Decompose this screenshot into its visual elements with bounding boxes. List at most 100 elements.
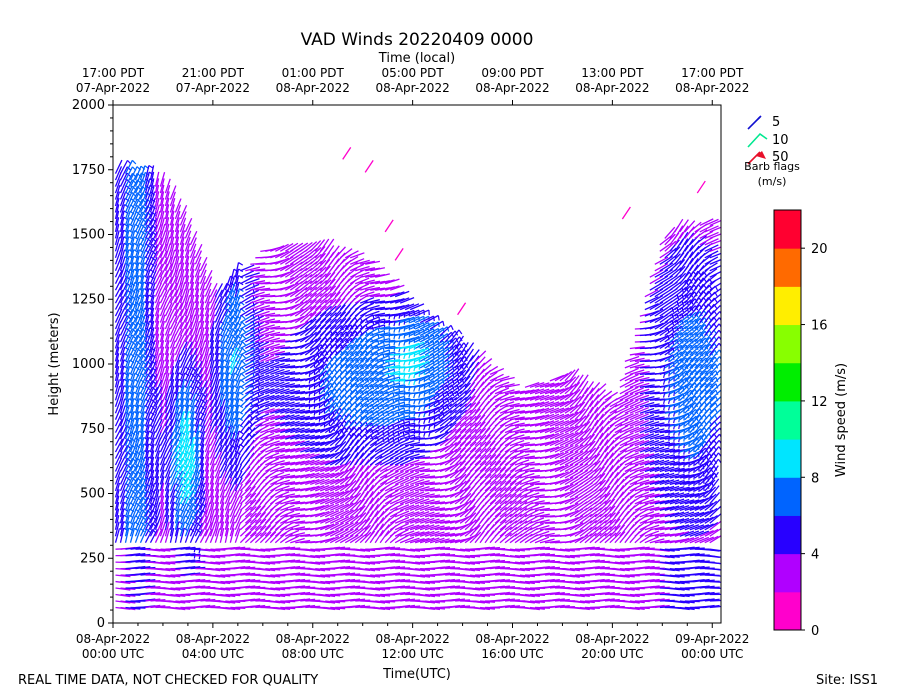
wind-barb-flag (241, 328, 247, 333)
wind-barb-1234 (209, 359, 215, 375)
wind-barb-202 (124, 166, 134, 181)
wind-barb-818 (174, 477, 183, 492)
wind-barb-427 (144, 450, 150, 466)
wind-barb-1420 (229, 431, 236, 446)
wind-barb-906 (179, 308, 188, 323)
wind-barb-601 (154, 191, 160, 207)
wind-barb-2372 (314, 318, 327, 330)
wind-barb-147 (124, 521, 130, 537)
wind-barb-712 (164, 327, 171, 343)
wind-barb-329 (134, 218, 143, 233)
wind-barb-1342 (219, 296, 228, 310)
wind-barb-687 (164, 489, 170, 505)
wind-barb-1205 (210, 561, 226, 565)
wind-barb-228 (129, 437, 137, 453)
wind-barb-726 (164, 236, 171, 252)
wind-barb-996 (189, 503, 199, 518)
wind-barb-1128 (199, 373, 208, 388)
wind-barb-956 (184, 379, 192, 395)
wind-barb-2603 (334, 264, 345, 278)
wind-barb-242 (129, 347, 138, 362)
wind-barb-283 (134, 515, 143, 531)
wind-barb-377 (139, 341, 148, 356)
wind-barb-749 (169, 508, 175, 524)
wind-barb-939 (184, 490, 194, 505)
wind-barb-1362 (224, 483, 232, 498)
wind-barb-262 (129, 217, 137, 233)
wind-barb-395 (139, 224, 148, 239)
wind-barb-flag (241, 321, 246, 326)
wind-barb-1035 (189, 249, 196, 265)
wind-barb-921 (179, 211, 187, 226)
wind-barb-365 (139, 417, 145, 433)
wind-barb-784 (169, 282, 178, 297)
wind-barb-327 (134, 230, 142, 246)
wind-barb-4 (115, 580, 131, 585)
wind-barb-1194 (204, 288, 212, 304)
wind-barb-1027 (189, 301, 195, 317)
wind-barb-769 (169, 378, 175, 394)
wind-barb-823 (174, 444, 183, 459)
wind-barb-288 (134, 483, 143, 498)
wind-barb-703 (164, 385, 171, 401)
wind-barb-702 (164, 392, 172, 407)
wind-barb-904 (179, 321, 188, 336)
wind-barb-352 (139, 503, 149, 518)
wind-barb-401 (139, 185, 147, 200)
wind-barb-790 (169, 243, 175, 258)
wind-barb-577 (154, 346, 160, 362)
wind-barb-1271 (214, 438, 223, 453)
wind-barb-1080 (194, 327, 201, 343)
wind-barb-535 (149, 184, 155, 200)
wind-barb-1283 (214, 359, 220, 375)
wind-barb-1291 (214, 308, 222, 323)
wind-barb-1316 (219, 464, 228, 479)
wind-barb-559 (154, 463, 160, 479)
wind-barb-162 (124, 424, 132, 440)
wind-barb-481 (150, 548, 166, 552)
wind-barb-field (114, 147, 721, 611)
wind-barb-441 (144, 360, 153, 375)
wind-barb-1042 (195, 585, 211, 589)
wind-barb-42 (114, 321, 122, 336)
wind-barb-24 (114, 438, 124, 453)
wind-barb-455 (144, 269, 151, 284)
wind-barb-817 (174, 483, 183, 498)
wind-barb-1095 (200, 598, 216, 602)
wind-barb-735 (164, 178, 171, 194)
wind-barb-898 (179, 360, 187, 375)
wind-barb-594 (154, 237, 163, 252)
wind-barb-1185 (204, 346, 210, 362)
wind-barb-65 (114, 172, 122, 187)
wind-barb-38 (114, 346, 120, 362)
wind-barb-1409 (229, 502, 237, 518)
wind-barb-547 (155, 555, 171, 559)
wind-barb-1412 (229, 483, 238, 498)
wind-barb-1384 (224, 340, 232, 356)
wind-barb-1237 (209, 340, 215, 356)
wind-barb-1060 (194, 456, 200, 472)
wind-barb-1139 (199, 301, 205, 317)
wind-barb-1367 (224, 451, 233, 466)
wind-barb-240 (129, 360, 137, 375)
wind-barb-565 (154, 425, 163, 440)
wind-barb-512 (149, 333, 155, 349)
wind-barb-494 (149, 450, 155, 466)
wind-barb-681 (164, 528, 171, 543)
wind-barb-1417 (229, 451, 238, 466)
wind-barb-1358 (224, 508, 230, 524)
wind-barb-43 (114, 314, 122, 330)
wind-barb-397 (139, 211, 149, 226)
wind-barb-517 (149, 301, 155, 317)
wind-barb-1112 (199, 476, 205, 492)
wind-barb-912 (179, 268, 185, 284)
wind-barb-1054 (194, 496, 203, 511)
wind-barb-568 (154, 406, 164, 420)
wind-barb-603 (154, 178, 160, 194)
wind-barb-1334 (219, 346, 226, 362)
wind-barb-1299 (220, 587, 236, 591)
wind-barb-261 (129, 223, 136, 239)
wind-barb-265 (129, 198, 138, 213)
wind-barb-872 (179, 528, 185, 543)
wind-barb-225 (129, 457, 138, 472)
